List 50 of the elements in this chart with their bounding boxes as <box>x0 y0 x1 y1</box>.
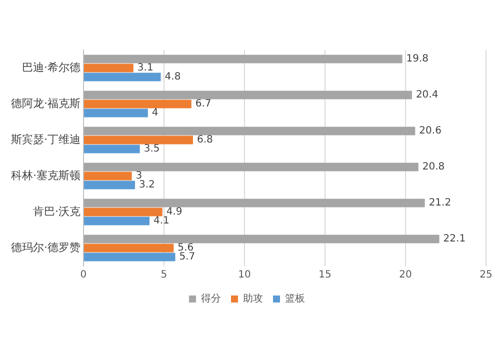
data-label: 21.2 <box>428 198 452 209</box>
bar <box>84 234 440 244</box>
y-tick-label: 德阿龙·福克斯 <box>10 96 80 110</box>
bar <box>84 252 176 262</box>
data-label: 6.7 <box>195 98 212 110</box>
data-label: 22.1 <box>443 234 466 245</box>
y-tick-label: 斯宾瑟·丁维迪 <box>10 132 80 146</box>
bar <box>84 90 412 100</box>
data-label: 20.8 <box>422 162 445 173</box>
y-tick-label: 巴迪·希尔德 <box>22 60 80 74</box>
x-tick-label: 20 <box>399 270 412 281</box>
legend-label: 得分 <box>201 292 221 305</box>
data-label: 4.1 <box>154 216 170 227</box>
y-tick-label: 德玛尔·德罗赞 <box>10 240 80 254</box>
data-label: 6.8 <box>196 134 213 146</box>
data-label: 19.8 <box>406 54 429 65</box>
data-label: 5.7 <box>179 252 196 263</box>
y-tick-label: 科林·塞克斯顿 <box>10 168 80 182</box>
x-tick-label: 0 <box>80 270 87 281</box>
data-label: 20.4 <box>416 90 438 101</box>
legend-label: 助攻 <box>243 292 263 305</box>
data-label: 4 <box>152 108 158 119</box>
x-tick-label: 15 <box>318 270 332 281</box>
bar <box>84 64 134 72</box>
x-tick-label: 10 <box>238 270 251 281</box>
bar <box>84 244 174 252</box>
bar <box>84 216 150 226</box>
bar <box>84 108 148 118</box>
bar <box>84 180 136 190</box>
bar <box>84 136 193 144</box>
bar <box>84 144 140 154</box>
data-label: 4.8 <box>164 72 181 83</box>
bar <box>84 126 416 136</box>
data-label: 3.1 <box>137 62 154 74</box>
y-tick-label: 肯巴·沃克 <box>32 204 80 218</box>
data-label: 20.6 <box>419 126 442 137</box>
legend-label: 篮板 <box>285 292 305 305</box>
data-label: 3 <box>136 170 142 182</box>
bar <box>84 172 132 180</box>
x-tick-label: 5 <box>160 270 168 281</box>
bar <box>84 208 162 216</box>
data-label: 3.5 <box>144 144 160 155</box>
bar <box>84 198 425 208</box>
bar <box>84 72 161 82</box>
bar <box>84 162 418 172</box>
data-label: 3.2 <box>139 180 155 191</box>
bar <box>84 54 402 64</box>
data-label: 4.9 <box>166 206 182 218</box>
bar <box>84 100 192 108</box>
x-tick-label: 25 <box>480 270 492 281</box>
